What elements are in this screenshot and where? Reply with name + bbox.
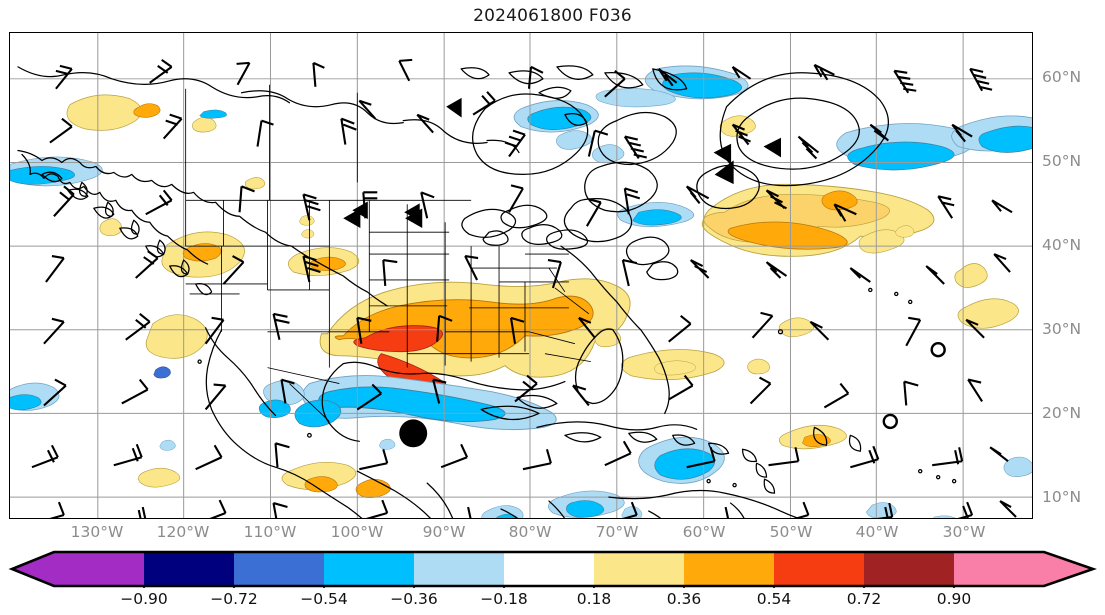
colorbar-outline [8, 550, 1097, 588]
colorbar-seg-7 [684, 552, 774, 586]
lon-tick-70w: 70°W [595, 523, 639, 541]
cbar-tick--0.18: −0.18 [480, 590, 528, 608]
lon-tick-40w: 40°W [855, 523, 899, 541]
lat-tick-40n: 40°N [1042, 236, 1082, 254]
lat-tick-60n: 60°N [1042, 68, 1082, 86]
lon-tick-50w: 50°W [769, 523, 813, 541]
cbar-tick--0.36: −0.36 [390, 590, 438, 608]
cbar-tick-0.18: 0.18 [576, 590, 612, 608]
cbar-tick-0.54: 0.54 [756, 590, 792, 608]
colorbar-seg-4 [414, 552, 504, 586]
colorbar-seg-2 [234, 552, 324, 586]
colorbar-seg-8 [774, 552, 864, 586]
lon-tick-120w: 120°W [156, 523, 210, 541]
lon-tick-30w: 30°W [942, 523, 986, 541]
colorbar-ticks [143, 586, 955, 588]
wind-barb-overlay [31, 58, 1017, 518]
calm-station-atlantic-a [930, 342, 946, 358]
colorbar-seg-10 [954, 552, 1044, 586]
colorbar-seg-0 [54, 552, 144, 586]
station-markers [399, 342, 946, 448]
colorbar-seg-1 [144, 552, 234, 586]
lon-tick-90w: 90°W [422, 523, 466, 541]
cbar-tick-0.72: 0.72 [846, 590, 882, 608]
cbar-tick-0.36: 0.36 [666, 590, 702, 608]
lat-tick-30n: 30°N [1042, 320, 1082, 338]
map-canvas [10, 33, 1032, 518]
calm-station-gulf-marker [399, 419, 428, 448]
colorbar-canvas [8, 550, 1097, 588]
lat-tick-20n: 20°N [1042, 404, 1082, 422]
lon-tick-100w: 100°W [330, 523, 384, 541]
cbar-tick-0.90: 0.90 [936, 590, 972, 608]
lat-tick-10n: 10°N [1042, 488, 1082, 506]
colorbar-seg-3 [324, 552, 414, 586]
cbar-tick--0.90: −0.90 [120, 590, 168, 608]
lon-tick-110w: 110°W [243, 523, 297, 541]
colorbar-segments [12, 552, 1093, 586]
colorbar-over-arrow [1044, 552, 1093, 586]
colorbar[interactable]: −0.90 −0.72 −0.54 −0.36 −0.18 0.18 0.36 … [0, 548, 1105, 615]
lat-tick-50n: 50°N [1042, 152, 1082, 170]
colorbar-seg-9 [864, 552, 954, 586]
lon-tick-130w: 130°W [70, 523, 124, 541]
colorbar-seg-5 [504, 552, 594, 586]
colorbar-under-arrow [12, 552, 54, 586]
cbar-tick--0.72: −0.72 [210, 590, 258, 608]
lon-tick-60w: 60°W [682, 523, 726, 541]
administrative-borders [185, 84, 591, 422]
map-panel[interactable] [9, 32, 1033, 519]
page-title: 2024061800 F036 [473, 6, 632, 26]
cbar-tick--0.54: −0.54 [300, 590, 348, 608]
colorbar-seg-6 [594, 552, 684, 586]
lon-tick-80w: 80°W [508, 523, 552, 541]
calm-station-atlantic-b [882, 413, 898, 430]
